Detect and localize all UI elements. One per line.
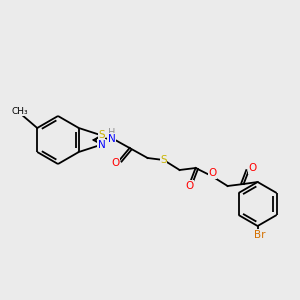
Text: O: O [112, 158, 120, 168]
Text: Br: Br [254, 230, 266, 240]
Text: O: O [248, 163, 257, 173]
Text: O: O [208, 168, 217, 178]
Text: N: N [98, 140, 106, 150]
Text: CH₃: CH₃ [12, 106, 28, 116]
Text: S: S [98, 130, 105, 140]
Text: S: S [160, 155, 167, 165]
Text: H: H [108, 128, 115, 138]
Text: N: N [108, 134, 116, 144]
Text: O: O [185, 181, 194, 191]
